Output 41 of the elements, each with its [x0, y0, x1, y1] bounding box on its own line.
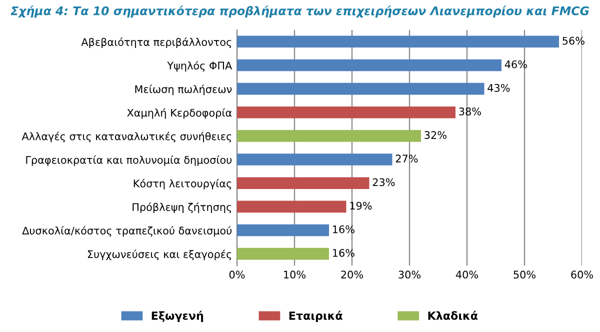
data-label: 56% — [562, 36, 584, 45]
data-label: 38% — [459, 108, 481, 116]
data-label: 43% — [488, 84, 510, 92]
bar — [237, 177, 370, 189]
y-tick-label: Πρόβλεψη ζήτησης — [132, 202, 232, 214]
y-tick-label: Αβεβαιότητα περιβάλλοντος — [81, 38, 232, 48]
x-tick-label: 30% — [398, 270, 420, 279]
y-tick-label: Χαμηλή Κερδοφορία — [127, 108, 232, 119]
legend-label: Εξωγενή — [152, 310, 204, 322]
data-label: 23% — [372, 178, 395, 186]
legend-label: Εταιρικά — [289, 310, 342, 322]
bar — [237, 106, 456, 118]
y-tick-label: Κόστη λειτουργίας — [134, 178, 232, 190]
bar — [237, 154, 392, 166]
bar — [237, 82, 484, 95]
y-tick-label: Δυσκολία/κόστος τραπεζικού δανεισμού — [22, 226, 232, 237]
bar — [237, 200, 346, 213]
data-label: 46% — [504, 60, 527, 68]
bar — [237, 130, 421, 142]
x-tick-label: 0% — [229, 270, 245, 279]
y-tick-label: Μείωση πωλήσεων — [135, 84, 232, 96]
y-tick-label: Αλλαγές στις καταναλωτικές συνήθειες — [22, 132, 232, 142]
bar — [237, 36, 559, 48]
bar — [237, 248, 329, 260]
x-tick-label: 40% — [456, 270, 478, 279]
x-tick-label: 60% — [571, 270, 593, 279]
chart-title: Σχήμα 4: Τα 10 σημαντικότερα προβλήματα των επιχειρήσεων Λιανεμπορίου και FMCG — [10, 6, 589, 18]
data-label: 32% — [424, 131, 446, 139]
bar — [237, 59, 502, 72]
data-label: 16% — [333, 225, 354, 234]
x-tick-label: 10% — [284, 270, 306, 279]
bar — [237, 224, 329, 236]
data-label: 16% — [333, 248, 354, 257]
y-tick-label: Υψηλός ΦΠΑ — [167, 61, 232, 72]
data-label: 19% — [350, 202, 372, 210]
x-tick-label: 50% — [514, 270, 536, 279]
legend-label: Κλαδικά — [428, 310, 478, 320]
y-tick-label: Συγχωνεύσεις και εξαγορές — [88, 250, 232, 260]
x-tick-label: 20% — [341, 270, 363, 279]
y-tick-label: Γραφειοκρατία και πολυνομία δημοσίου — [26, 155, 232, 166]
data-label: 27% — [396, 154, 418, 163]
